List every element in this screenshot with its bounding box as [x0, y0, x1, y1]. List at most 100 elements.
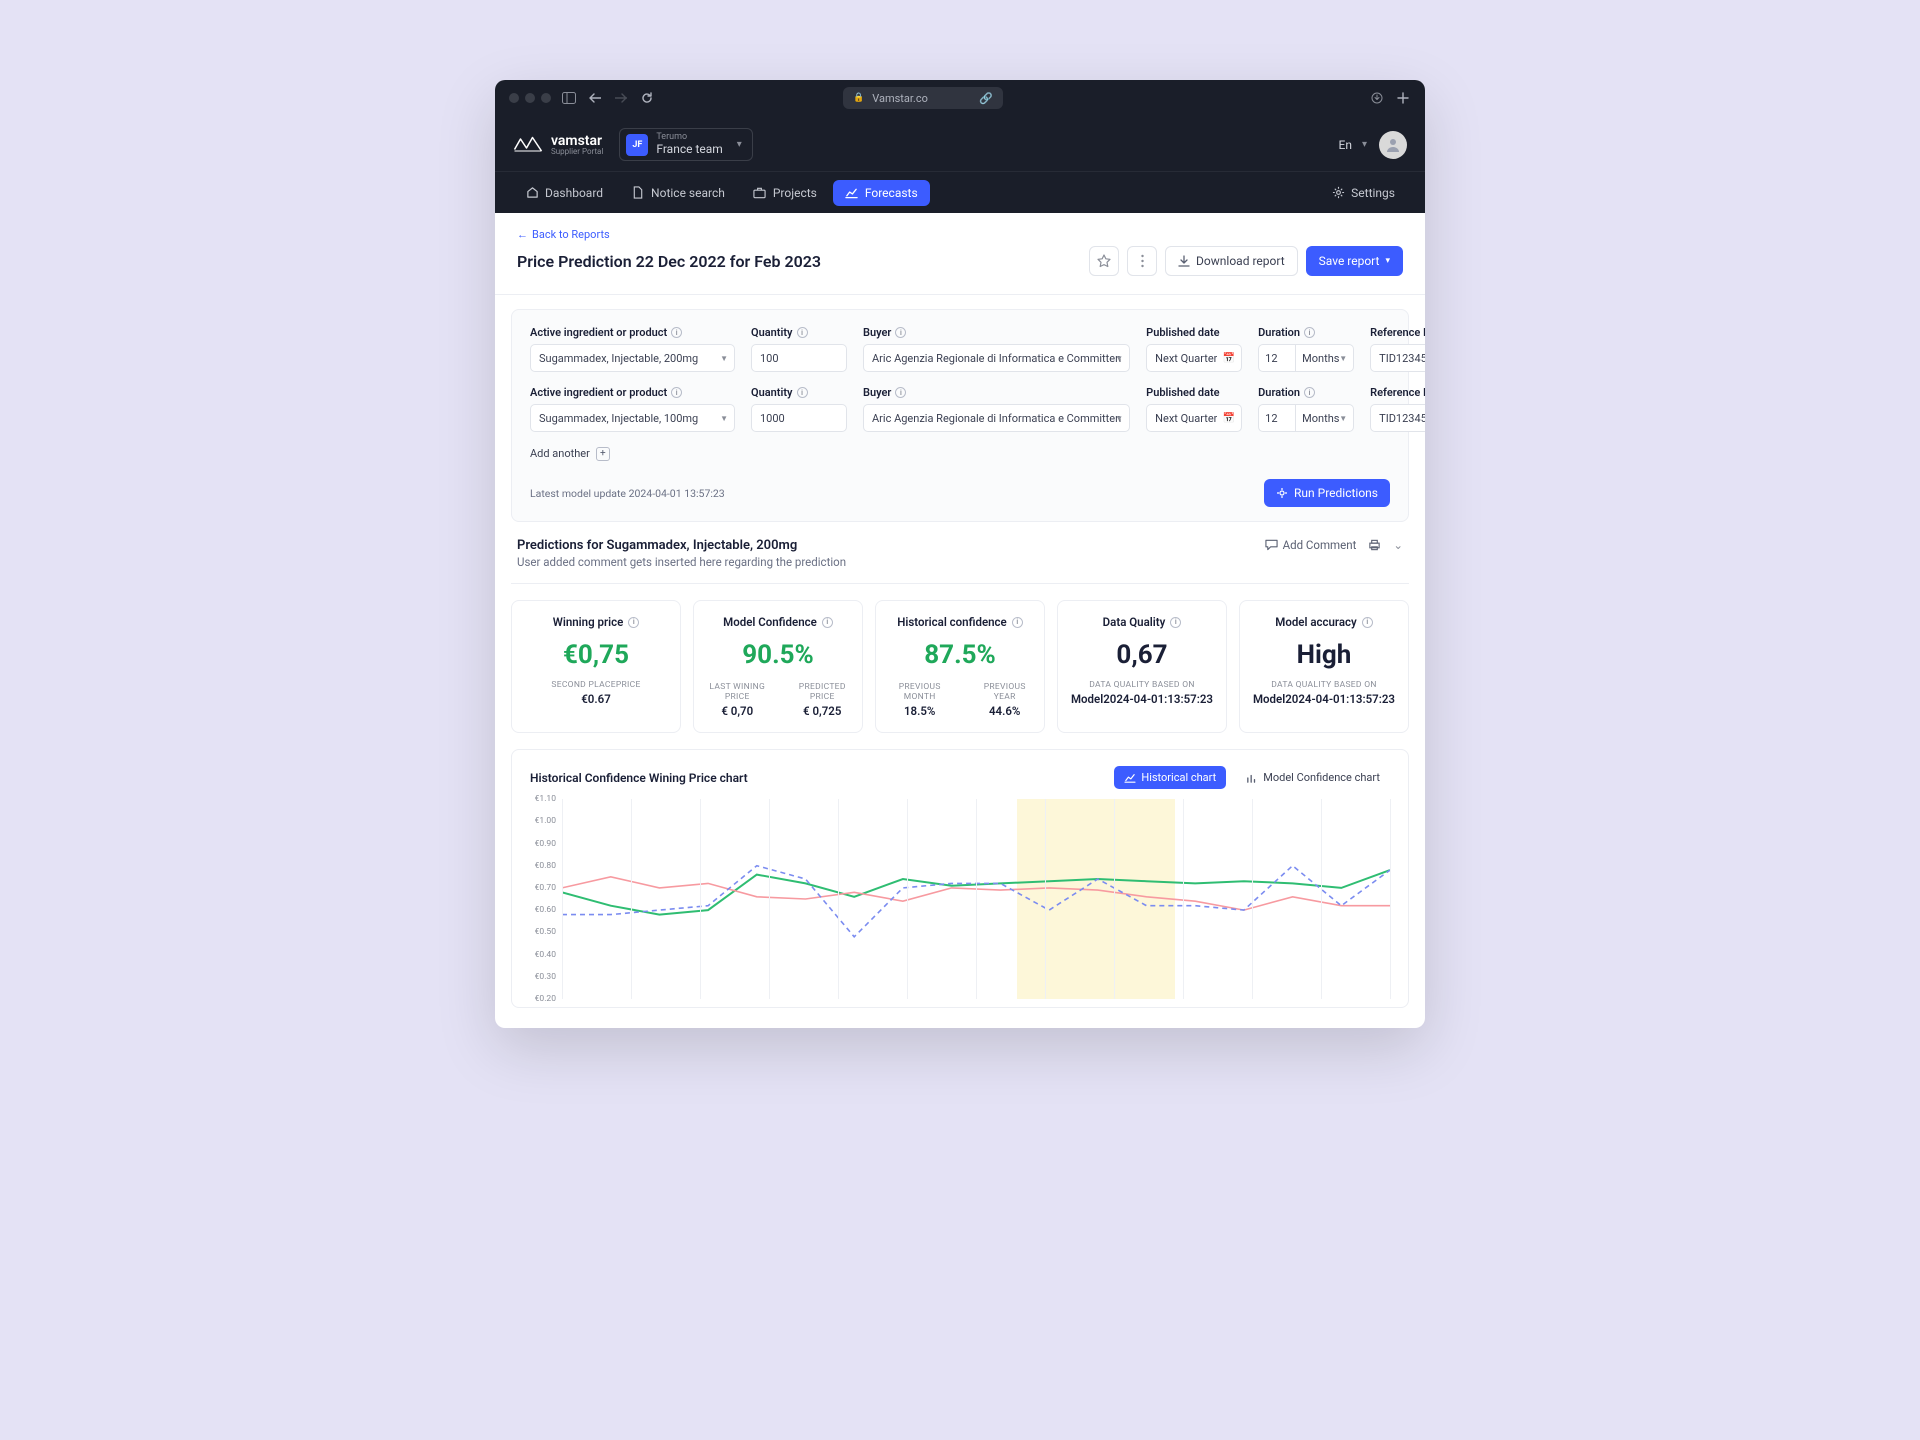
quantity-input[interactable]: 1000 — [751, 404, 847, 432]
chart-icon — [1124, 773, 1136, 783]
info-icon[interactable]: i — [1170, 617, 1181, 628]
info-icon[interactable]: i — [1012, 617, 1023, 628]
field-label: Buyer — [863, 386, 891, 399]
sidebar-toggle-icon[interactable] — [561, 90, 577, 106]
info-icon[interactable]: i — [895, 387, 906, 398]
ingredient-select[interactable]: Sugammadex, Injectable, 100mg▼ — [530, 404, 735, 432]
info-icon[interactable]: i — [822, 617, 833, 628]
avatar[interactable] — [1379, 131, 1407, 159]
published-date-picker[interactable]: Next Quarter📅 — [1146, 404, 1242, 432]
field-label: Published date — [1146, 326, 1219, 339]
nav-label: Forecasts — [865, 186, 918, 200]
duration-number-input[interactable]: 12 — [1258, 404, 1296, 432]
info-icon[interactable]: i — [1304, 387, 1315, 398]
collapse-button[interactable]: ⌄ — [1393, 538, 1403, 552]
download-icon — [1178, 255, 1190, 267]
info-icon[interactable]: i — [628, 617, 639, 628]
window-controls[interactable] — [509, 93, 551, 103]
info-icon[interactable]: i — [1362, 617, 1373, 628]
y-tick-label: €0.90 — [535, 839, 556, 849]
chevron-down-icon: ▼ — [1115, 354, 1123, 363]
kpi-value: High — [1250, 640, 1398, 670]
url-bar[interactable]: 🔒 Vamstar.co 🔗 — [843, 87, 1003, 109]
kpi-sub-label: PREVIOUS YEAR — [975, 682, 1034, 702]
save-report-button[interactable]: Save report ▾ — [1306, 246, 1403, 276]
add-another-button[interactable]: Add another + — [530, 447, 610, 461]
info-icon[interactable]: i — [1304, 327, 1315, 338]
published-value: Next Quarter — [1155, 412, 1217, 425]
duration-number: 12 — [1265, 412, 1277, 425]
chart-tab-historical[interactable]: Historical chart — [1114, 766, 1226, 789]
chart-tab-model-confidence[interactable]: Model Confidence chart — [1236, 766, 1390, 789]
print-button[interactable] — [1368, 539, 1381, 551]
ingredient-select[interactable]: Sugammadex, Injectable, 200mg▼ — [530, 344, 735, 372]
grid-line — [838, 799, 839, 999]
y-tick-label: €0.30 — [535, 972, 556, 982]
more-button[interactable] — [1127, 246, 1157, 276]
field-label: Active ingredient or product — [530, 326, 667, 339]
published-date-picker[interactable]: Next Quarter📅 — [1146, 344, 1242, 372]
info-icon[interactable]: i — [671, 327, 682, 338]
kpi-sub-value: € 0,70 — [721, 704, 753, 718]
field-label: Active ingredient or product — [530, 386, 667, 399]
kebab-icon — [1141, 254, 1144, 268]
nav-label: Notice search — [651, 186, 725, 200]
kpi-sub-value: 44.6% — [989, 704, 1020, 718]
quantity-value: 100 — [760, 352, 779, 365]
kpi-sub-label: PREVIOUS MONTH — [886, 682, 953, 702]
zoom-window-icon[interactable] — [541, 93, 551, 103]
chart-y-axis: €1.10€1.00€0.90€0.80€0.70€0.60€0.50€0.40… — [530, 799, 560, 999]
nav-settings[interactable]: Settings — [1319, 180, 1407, 206]
kpi-title: Model Confidence — [723, 615, 817, 629]
download-icon[interactable] — [1369, 90, 1385, 106]
team-value: France team — [656, 143, 722, 156]
language-picker[interactable]: En ▾ — [1339, 138, 1367, 152]
nav-forecasts[interactable]: Forecasts — [833, 180, 930, 206]
page-title: Price Prediction 22 Dec 2022 for Feb 202… — [517, 252, 821, 271]
nav-dashboard[interactable]: Dashboard — [513, 180, 615, 206]
url-text: Vamstar.co — [872, 92, 928, 105]
duration-unit-select[interactable]: Months▼ — [1296, 404, 1354, 432]
minimize-window-icon[interactable] — [525, 93, 535, 103]
info-icon[interactable]: i — [797, 387, 808, 398]
close-window-icon[interactable] — [509, 93, 519, 103]
duration-unit: Months — [1302, 412, 1339, 425]
quantity-value: 1000 — [760, 412, 785, 425]
buyer-select[interactable]: Aric Agenzia Regionale di Informatica e … — [863, 404, 1130, 432]
nav-projects[interactable]: Projects — [741, 180, 829, 206]
chart-tab-label: Model Confidence chart — [1263, 771, 1380, 784]
model-update-timestamp: Latest model update 2024-04-01 13:57:23 — [530, 487, 725, 500]
brand-logo[interactable]: vamstar Supplier Portal — [513, 134, 603, 156]
nav-notice-search[interactable]: Notice search — [619, 180, 737, 206]
add-comment-button[interactable]: Add Comment — [1265, 538, 1357, 552]
favorite-button[interactable] — [1089, 246, 1119, 276]
download-report-button[interactable]: Download report — [1165, 246, 1298, 276]
buyer-select[interactable]: Aric Agenzia Regionale di Informatica e … — [863, 344, 1130, 372]
buyer-value: Aric Agenzia Regionale di Informatica e … — [872, 412, 1121, 425]
field-label: Reference ID — [1370, 326, 1425, 339]
ingredient-value: Sugammadex, Injectable, 100mg — [539, 412, 698, 425]
back-link[interactable]: ← Back to Reports — [517, 228, 610, 241]
reference-id-input[interactable]: TID123456789 — [1370, 404, 1425, 432]
predictions-title: Predictions for Sugammadex, Injectable, … — [517, 538, 846, 553]
reference-id-input[interactable]: TID123456789 — [1370, 344, 1425, 372]
reload-icon[interactable] — [639, 90, 655, 106]
chart-icon — [845, 186, 859, 200]
buyer-value: Aric Agenzia Regionale di Informatica e … — [872, 352, 1121, 365]
info-icon[interactable]: i — [797, 327, 808, 338]
duration-unit: Months — [1302, 352, 1339, 365]
quantity-input[interactable]: 100 — [751, 344, 847, 372]
run-predictions-button[interactable]: Run Predictions — [1264, 479, 1390, 507]
info-icon[interactable]: i — [895, 327, 906, 338]
kpi-title: Winning price — [553, 615, 624, 629]
duration-unit-select[interactable]: Months▼ — [1296, 344, 1354, 372]
team-picker[interactable]: JF Terumo France team ▾ — [619, 128, 752, 161]
kpi-row: Winning pricei €0,75 SECOND PLACEPRICE €… — [495, 584, 1425, 749]
home-icon — [525, 186, 539, 200]
new-tab-icon[interactable] — [1395, 90, 1411, 106]
back-icon[interactable] — [587, 90, 603, 106]
duration-number-input[interactable]: 12 — [1258, 344, 1296, 372]
kpi-foot-label: DATA QUALITY BASED ON — [1250, 680, 1398, 690]
field-label: Published date — [1146, 386, 1219, 399]
info-icon[interactable]: i — [671, 387, 682, 398]
